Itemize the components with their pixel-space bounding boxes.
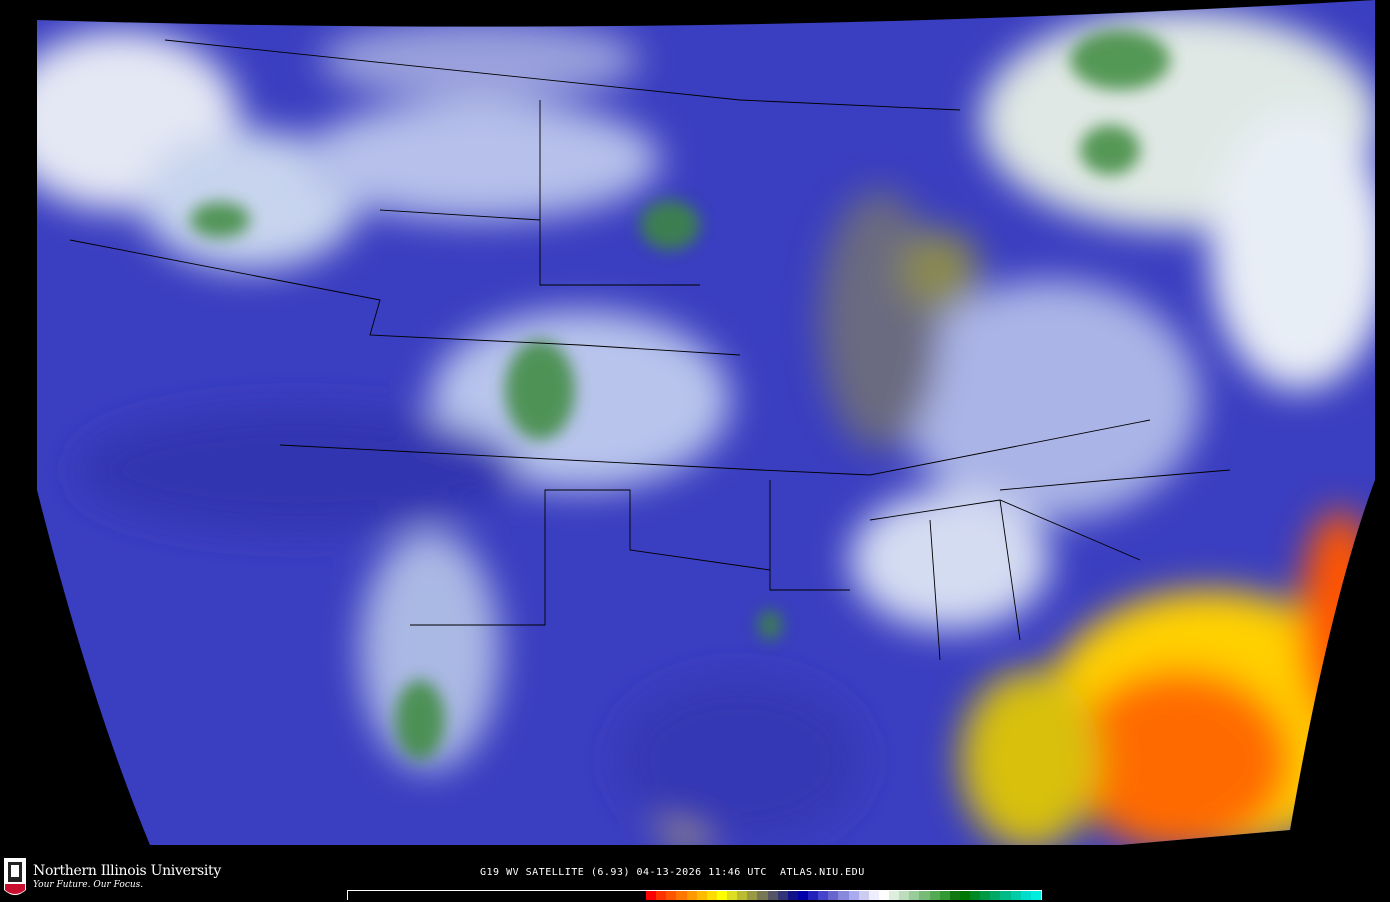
color-scale-swatch xyxy=(716,891,727,900)
state-borders xyxy=(69,39,1231,661)
color-scale-swatch xyxy=(787,891,798,900)
color-scale-swatch xyxy=(878,891,889,900)
color-scale-blank xyxy=(348,891,646,900)
color-scale-swatch xyxy=(747,891,758,900)
color-scale-swatch xyxy=(889,891,900,900)
color-scale-swatch xyxy=(676,891,687,900)
color-scale-swatch xyxy=(1030,891,1041,900)
color-scale-swatch xyxy=(696,891,707,900)
color-scale-swatch xyxy=(1000,891,1011,900)
color-scale-swatch xyxy=(767,891,778,900)
color-scale-swatch xyxy=(868,891,879,900)
color-scale-swatch xyxy=(706,891,717,900)
product-caption: G19 WV SATELLITE (6.93) 04-13-2026 11:46… xyxy=(480,867,865,878)
color-scale-swatch xyxy=(980,891,991,900)
color-scale-swatch xyxy=(646,891,657,900)
color-scale-swatch xyxy=(838,891,849,900)
color-scale-swatch xyxy=(1010,891,1021,900)
color-scale-swatch xyxy=(777,891,788,900)
color-scale-bar xyxy=(347,890,1042,900)
color-scale-swatch xyxy=(959,891,970,900)
color-scale-swatch xyxy=(858,891,869,900)
color-scale-swatch xyxy=(949,891,960,900)
color-scale-swatch xyxy=(828,891,839,900)
color-scale-swatch xyxy=(727,891,738,900)
color-scale-swatch xyxy=(656,891,667,900)
color-scale-swatch xyxy=(899,891,910,900)
color-scale-swatch xyxy=(808,891,819,900)
university-name: Northern Illinois University xyxy=(33,863,221,879)
color-scale-swatch xyxy=(939,891,950,900)
color-scale-swatch xyxy=(818,891,829,900)
satellite-map xyxy=(37,0,1375,845)
color-scale-swatch xyxy=(666,891,677,900)
color-scale-swatch xyxy=(970,891,981,900)
color-scale-swatch xyxy=(929,891,940,900)
niu-seal-icon xyxy=(4,858,26,895)
color-scale-swatch xyxy=(797,891,808,900)
color-scale-swatch xyxy=(919,891,930,900)
color-scale-swatch xyxy=(737,891,748,900)
color-scale-swatch xyxy=(686,891,697,900)
color-scale-swatch xyxy=(990,891,1001,900)
color-scale-swatch xyxy=(1020,891,1031,900)
water-vapor-field xyxy=(37,0,1375,845)
color-scale-swatch xyxy=(909,891,920,900)
color-scale-swatch xyxy=(757,891,768,900)
niu-logo xyxy=(2,856,242,900)
color-scale-swatch xyxy=(848,891,859,900)
university-tagline: Your Future. Our Focus. xyxy=(33,880,144,890)
